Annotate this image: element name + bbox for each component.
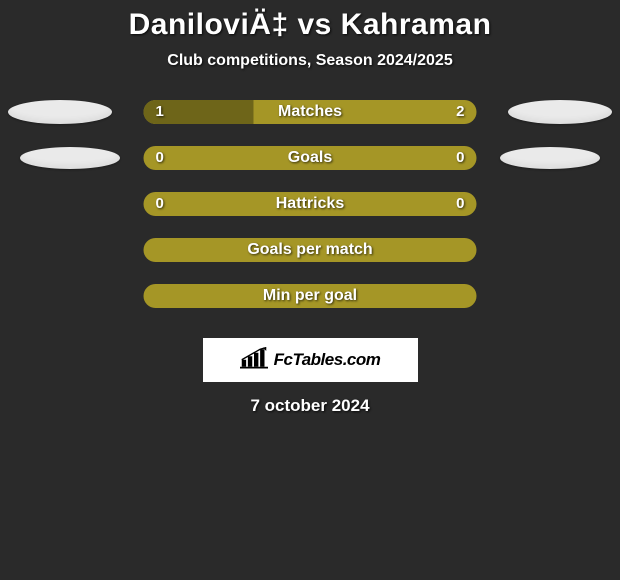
stat-bar: Min per goal [144,284,477,308]
stat-label: Goals [144,146,477,170]
player-left-marker [8,100,112,124]
stat-bar: Goals per match [144,238,477,262]
stat-value-right: 2 [456,100,464,124]
player-left-marker [20,147,120,169]
comparison-infographic: DaniloviÄ‡ vs Kahraman Club competitions… [0,8,620,580]
stat-value-right: 0 [456,146,464,170]
page-title: DaniloviÄ‡ vs Kahraman [0,8,620,42]
stat-label: Goals per match [144,238,477,262]
stat-label: Hattricks [144,192,477,216]
date-text: 7 october 2024 [0,396,620,416]
stat-label: Min per goal [144,284,477,308]
stat-label: Matches [144,100,477,124]
stat-row-min-per-goal: Min per goal [0,284,620,330]
stat-value-right: 0 [456,192,464,216]
stat-rows: 1 Matches 2 0 Goals 0 0 Hattricks [0,100,620,330]
stat-bar: 1 Matches 2 [144,100,477,124]
brand-box: FcTables.com [203,338,418,382]
stat-row-matches: 1 Matches 2 [0,100,620,146]
stat-row-goals: 0 Goals 0 [0,146,620,192]
stat-bar: 0 Hattricks 0 [144,192,477,216]
stat-bar: 0 Goals 0 [144,146,477,170]
chart-icon [240,347,268,374]
stat-row-hattricks: 0 Hattricks 0 [0,192,620,238]
player-right-marker [500,147,600,169]
brand-text: FcTables.com [274,350,381,370]
page-subtitle: Club competitions, Season 2024/2025 [0,52,620,70]
player-right-marker [508,100,612,124]
stat-row-goals-per-match: Goals per match [0,238,620,284]
